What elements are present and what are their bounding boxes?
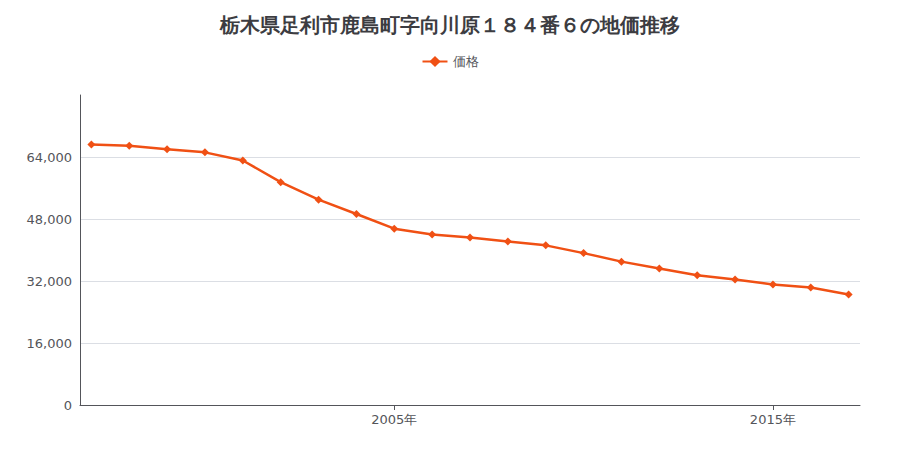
svg-text:栃木県足利市鹿島町字向川原１８４番６の地価推移: 栃木県足利市鹿島町字向川原１８４番６の地価推移 xyxy=(219,13,680,37)
svg-text:価格: 価格 xyxy=(453,54,479,69)
svg-text:2015年: 2015年 xyxy=(750,412,796,427)
svg-text:0: 0 xyxy=(64,398,72,413)
svg-text:48,000: 48,000 xyxy=(27,212,73,227)
svg-text:64,000: 64,000 xyxy=(27,150,73,165)
svg-text:16,000: 16,000 xyxy=(27,336,73,351)
svg-text:32,000: 32,000 xyxy=(27,274,73,289)
svg-text:2005年: 2005年 xyxy=(371,412,417,427)
